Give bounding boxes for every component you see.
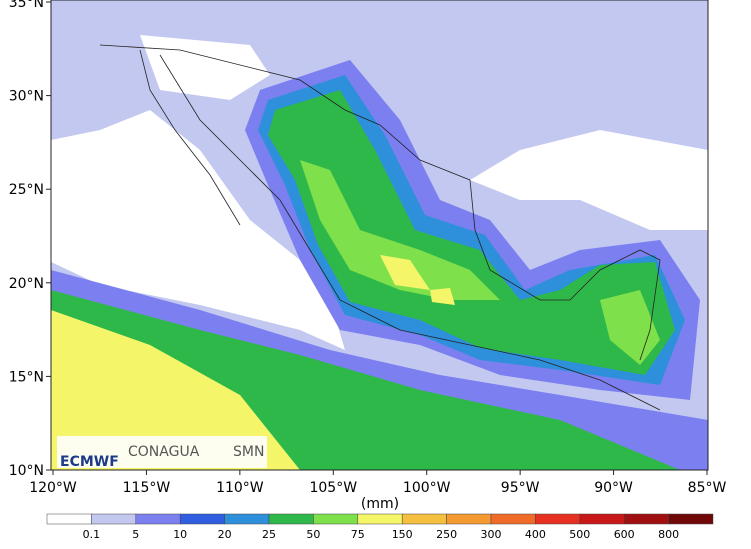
colorbar-label: 10 (173, 528, 187, 541)
precip-field (51, 0, 708, 470)
colorbar-label: 250 (436, 528, 457, 541)
map-frame (50, 0, 709, 471)
y-tick-label: 15°N (9, 369, 44, 385)
y-tick-label: 10°N (9, 463, 44, 479)
logo-text: ECMWF (60, 454, 119, 470)
colorbar-label: 300 (481, 528, 502, 541)
colorbar-label: 75 (351, 528, 365, 541)
x-tick-label: 115°W (123, 480, 171, 496)
x-tick-label: 110°W (216, 480, 264, 496)
colorbar-label: 600 (614, 528, 635, 541)
colorbar-label: 800 (658, 528, 679, 541)
colorbar-bin (46, 513, 92, 525)
y-tick-label: 20°N (9, 276, 44, 292)
colorbar-bin (179, 513, 225, 525)
y-tick-label: 30°N (9, 89, 44, 105)
logo-text: CONAGUA (128, 444, 200, 460)
colorbar-bin (490, 513, 536, 525)
x-tick-label: 85°W (688, 480, 727, 496)
colorbar-bin (91, 513, 137, 525)
colorbar-bin (313, 513, 359, 525)
colorbar-bin (623, 513, 669, 525)
colorbar-label: 150 (392, 528, 413, 541)
colorbar-label: 20 (218, 528, 232, 541)
x-tick-label: 120°W (29, 480, 77, 496)
logo-text: SMN (233, 444, 264, 460)
x-tick-label: 100°W (403, 480, 451, 496)
colorbar-bin (224, 513, 270, 525)
colorbar-bin (401, 513, 447, 525)
logo-box: ECMWF CONAGUA SMN (57, 436, 267, 470)
y-tick-label: 25°N (9, 182, 44, 198)
x-tick-label: 105°W (309, 480, 357, 496)
colorbar-bin (135, 513, 181, 525)
colorbar-label: 25 (262, 528, 276, 541)
x-tick-label: 90°W (594, 480, 633, 496)
y-tick-label: 35°N (9, 0, 44, 11)
colorbar-bin (268, 513, 314, 525)
colorbar-label: 5 (132, 528, 139, 541)
colorbar-label: 50 (306, 528, 320, 541)
colorbar-label: 400 (525, 528, 546, 541)
colorbar-bin (535, 513, 581, 525)
x-tick-label: 95°W (501, 480, 540, 496)
colorbar-bin (668, 513, 714, 525)
colorbar-label: 0.1 (83, 528, 101, 541)
colorbar-bin (579, 513, 625, 525)
colorbar-units: (mm) (361, 496, 399, 512)
colorbar-bin (357, 513, 403, 525)
colorbar-label: 500 (569, 528, 590, 541)
colorbar-bin (446, 513, 492, 525)
